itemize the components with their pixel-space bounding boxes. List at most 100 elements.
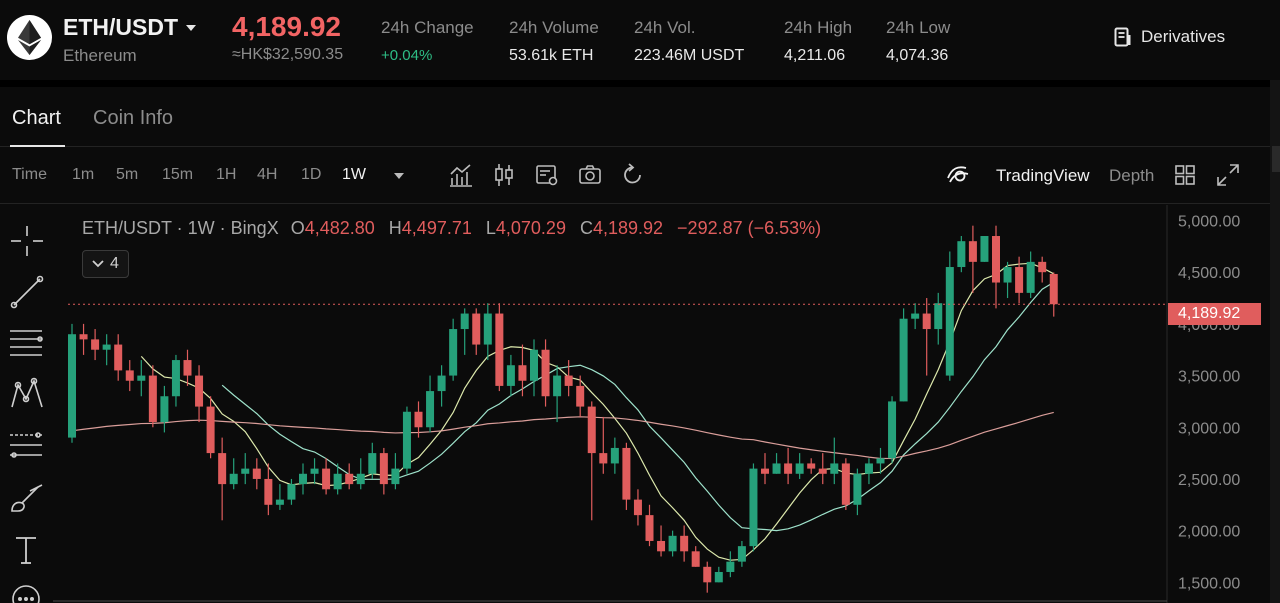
candle-body — [691, 551, 700, 567]
indicators-icon[interactable] — [448, 162, 474, 188]
timeframe-more-chevron-icon[interactable] — [394, 173, 404, 179]
candle-body — [553, 375, 562, 397]
candle-body — [564, 375, 573, 386]
candle-body — [333, 473, 342, 490]
candle-body — [518, 365, 527, 381]
depth-toggle[interactable]: Depth — [1109, 166, 1155, 185]
candle-body — [437, 375, 446, 392]
candle-body — [680, 535, 689, 552]
candle-body — [1038, 261, 1047, 273]
fullscreen-icon[interactable] — [1215, 162, 1241, 188]
stat-24h-low: 24h Low 4,074.36 — [886, 18, 950, 65]
candlestick-type-icon[interactable] — [491, 162, 517, 188]
legend-open: 4,482.80 — [304, 218, 375, 238]
timeframe-15m[interactable]: 15m — [162, 166, 194, 183]
last-price: 4,189.92 — [232, 11, 341, 42]
candle-body — [737, 546, 746, 562]
derivatives-label: Derivatives — [1141, 27, 1226, 46]
candle-body — [599, 453, 608, 464]
candle-body — [703, 566, 712, 583]
candle-body — [657, 540, 666, 552]
legend-close-key: C — [579, 218, 593, 238]
tab-chart[interactable]: Chart — [12, 107, 61, 129]
timeframe-1w[interactable]: 1W — [342, 166, 366, 183]
tradingview-toggle[interactable]: TradingView — [996, 166, 1090, 185]
brush-icon[interactable] — [8, 479, 46, 517]
stat-value: 4,211.06 — [784, 47, 846, 64]
candle-body — [945, 267, 954, 376]
candle-body — [426, 391, 435, 428]
candle-body — [195, 375, 204, 407]
candle-body — [218, 453, 227, 485]
page-scrollbar[interactable] — [1270, 80, 1280, 603]
candle-body — [876, 458, 885, 464]
legend-low-key: L — [485, 218, 496, 238]
stat-value: 223.46M USDT — [634, 47, 745, 64]
more-tools-icon[interactable] — [8, 581, 46, 603]
horizontal-lines-icon[interactable] — [8, 325, 46, 363]
chart-toolbar: Time 1m 5m 15m 1H 4H 1D 1W — [0, 148, 1270, 204]
price-tick-label: 3,500.00 — [1178, 369, 1240, 386]
legend-high-key: H — [388, 218, 402, 238]
candle-body — [1003, 267, 1012, 283]
candle-body — [888, 401, 897, 459]
candle-body — [275, 499, 284, 505]
active-tab-indicator — [10, 145, 65, 147]
candle-body — [483, 313, 492, 345]
refresh-icon[interactable] — [620, 162, 646, 188]
timeframe-5m[interactable]: 5m — [116, 166, 139, 183]
scrollbar-thumb[interactable] — [1272, 146, 1280, 172]
candle-body — [1015, 267, 1024, 293]
candle-body — [148, 375, 157, 423]
tab-coin-info[interactable]: Coin Info — [93, 107, 174, 129]
candle-body — [79, 334, 88, 340]
stat-label: 24h High — [784, 18, 853, 37]
stat-24h-high: 24h High 4,211.06 — [784, 18, 852, 65]
trend-line-icon[interactable] — [8, 273, 46, 311]
stat-label: 24h Low — [886, 18, 951, 37]
candlestick-chart[interactable]: 5,000.004,500.004,000.003,500.003,000.00… — [0, 205, 1270, 603]
candle-body — [622, 447, 631, 500]
candle-body — [992, 236, 1000, 283]
candle-body — [726, 561, 735, 572]
candle-body — [530, 349, 538, 381]
timeframe-4h[interactable]: 4H — [257, 166, 278, 183]
candle-body — [206, 406, 215, 454]
legend-high: 4,497.71 — [401, 218, 472, 238]
crosshair-icon[interactable] — [8, 222, 46, 260]
candle-body — [495, 313, 504, 386]
indicators-collapse-toggle[interactable]: 4 — [82, 250, 129, 278]
candle-body — [322, 468, 331, 490]
derivatives-button[interactable]: Derivatives — [1114, 27, 1225, 47]
candle-body — [761, 468, 769, 474]
candle-body — [911, 313, 920, 319]
candle-body — [472, 313, 481, 345]
time-label[interactable]: Time — [12, 166, 47, 183]
candle-body — [714, 571, 723, 583]
pattern-tool-icon[interactable] — [8, 375, 46, 413]
stat-label: 24h Vol. — [634, 18, 696, 37]
drawing-toolbar — [0, 205, 53, 603]
legend-low: 4,070.29 — [495, 218, 566, 238]
stat-label: 24h Change — [381, 18, 474, 37]
ma-60-line — [71, 411, 1054, 460]
tradingview-logo-icon[interactable] — [944, 162, 972, 188]
candle-body — [252, 468, 261, 479]
timeframe-1h[interactable]: 1H — [216, 166, 237, 183]
camera-icon[interactable] — [577, 162, 603, 188]
candle-body — [299, 473, 307, 485]
chart-settings-icon[interactable] — [534, 162, 560, 188]
text-tool-icon[interactable] — [8, 531, 46, 569]
pair-symbol: ETH/USDT — [63, 14, 178, 40]
layout-grid-icon[interactable] — [1172, 162, 1198, 188]
pair-selector[interactable]: ETH/USDT — [63, 14, 196, 41]
price-tick-label: 5,000.00 — [1178, 214, 1240, 231]
timeframe-1d[interactable]: 1D — [301, 166, 322, 183]
caret-down-icon — [186, 24, 196, 31]
candle-body — [264, 478, 273, 505]
legend-open-key: O — [290, 218, 305, 238]
candle-body — [934, 303, 943, 330]
fibonacci-icon[interactable] — [8, 427, 46, 465]
coin-name: Ethereum — [63, 46, 137, 65]
timeframe-1m[interactable]: 1m — [72, 166, 95, 183]
